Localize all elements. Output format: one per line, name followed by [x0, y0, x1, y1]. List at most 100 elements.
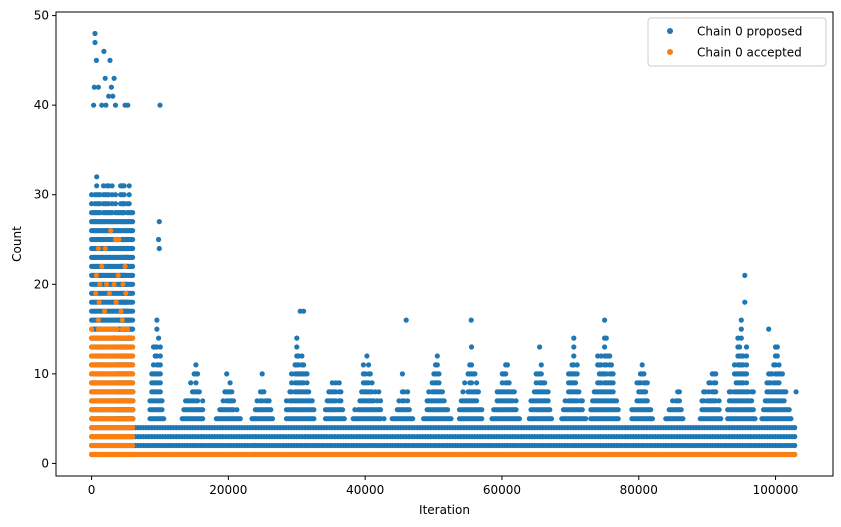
proposed-point: [608, 362, 615, 368]
proposed-point: [579, 407, 585, 413]
proposed-point: [128, 326, 134, 332]
proposed-point: [742, 299, 748, 305]
accepted-point: [118, 308, 124, 314]
y-tick-label: 30: [34, 188, 49, 202]
y-tick-label: 10: [34, 367, 49, 381]
proposed-point: [154, 317, 160, 323]
proposed-point: [472, 371, 478, 377]
proposed-point: [434, 362, 440, 368]
proposed-point: [92, 30, 98, 37]
proposed-point: [615, 416, 621, 422]
x-tick-label: 60000: [483, 483, 521, 497]
y-axis-label: Count: [10, 226, 24, 262]
proposed-point: [130, 281, 136, 287]
proposed-point: [644, 380, 650, 386]
accepted-point: [130, 362, 136, 368]
proposed-point: [126, 183, 132, 189]
accepted-point: [123, 290, 129, 296]
proposed-point: [130, 290, 136, 296]
accepted-point: [130, 407, 136, 413]
proposed-point: [460, 389, 466, 395]
proposed-point: [130, 299, 136, 305]
proposed-point: [193, 362, 199, 368]
proposed-point: [130, 263, 136, 269]
proposed-point: [462, 380, 468, 386]
accepted-point: [108, 228, 114, 234]
proposed-point: [125, 102, 131, 108]
proposed-point: [571, 344, 577, 350]
accepted-point: [122, 263, 128, 269]
proposed-point: [130, 308, 136, 314]
proposed-point: [200, 416, 206, 422]
proposed-point: [713, 371, 719, 377]
accepted-point: [95, 245, 101, 252]
proposed-point: [338, 389, 344, 395]
accepted-point: [97, 281, 103, 287]
proposed-point: [92, 39, 98, 46]
proposed-point: [602, 317, 608, 323]
proposed-point: [680, 416, 686, 422]
proposed-point: [743, 362, 750, 368]
proposed-point: [574, 362, 580, 368]
accepted-point: [120, 281, 126, 287]
proposed-point: [157, 344, 163, 350]
proposed-point: [301, 308, 307, 314]
proposed-point: [156, 245, 162, 252]
legend-label-proposed: Chain 0 proposed: [697, 25, 802, 39]
proposed-point: [341, 416, 347, 422]
proposed-point: [574, 371, 580, 377]
proposed-point: [157, 353, 163, 359]
proposed-point: [377, 407, 384, 413]
proposed-point: [91, 84, 97, 90]
proposed-point: [603, 335, 609, 341]
proposed-point: [448, 416, 454, 422]
proposed-point: [776, 380, 782, 386]
proposed-point: [406, 407, 412, 413]
x-tick-label: 40000: [346, 483, 384, 497]
proposed-point: [91, 102, 97, 108]
proposed-point: [405, 398, 411, 404]
proposed-point: [294, 335, 300, 341]
accepted-point: [792, 451, 798, 458]
proposed-point: [516, 416, 523, 422]
proposed-point: [227, 380, 233, 386]
axes-frame: [55, 11, 834, 477]
proposed-point: [195, 398, 201, 404]
accepted-point: [113, 299, 119, 305]
proposed-point: [737, 344, 743, 350]
proposed-point: [304, 380, 310, 386]
proposed-point: [269, 416, 276, 422]
proposed-point: [436, 371, 442, 377]
proposed-point: [369, 380, 375, 386]
proposed-point: [304, 371, 310, 377]
x-tick-label: 0: [88, 483, 96, 497]
accepted-point: [93, 290, 99, 296]
proposed-point: [742, 272, 748, 278]
proposed-point: [644, 398, 650, 404]
proposed-point: [125, 254, 131, 260]
proposed-point: [121, 272, 127, 278]
proposed-point: [93, 57, 99, 64]
x-axis-label: Iteration: [419, 503, 470, 517]
accepted-point: [95, 317, 101, 323]
proposed-point: [776, 362, 782, 368]
proposed-point: [542, 380, 548, 386]
proposed-point: [106, 93, 112, 99]
y-tick-label: 20: [34, 277, 49, 291]
proposed-point: [506, 380, 512, 386]
proposed-point: [110, 93, 116, 99]
proposed-point: [610, 380, 616, 386]
proposed-point: [108, 84, 114, 90]
proposed-point: [403, 317, 409, 323]
proposed-point: [311, 407, 317, 413]
proposed-point: [468, 344, 475, 350]
proposed-point: [399, 371, 405, 377]
legend-marker-proposed: [667, 28, 673, 34]
proposed-point: [792, 425, 798, 431]
proposed-point: [130, 219, 136, 225]
proposed-point: [783, 389, 789, 395]
proposed-point: [738, 317, 744, 323]
proposed-point: [103, 102, 109, 108]
proposed-point: [583, 416, 589, 422]
accepted-point: [89, 326, 95, 332]
